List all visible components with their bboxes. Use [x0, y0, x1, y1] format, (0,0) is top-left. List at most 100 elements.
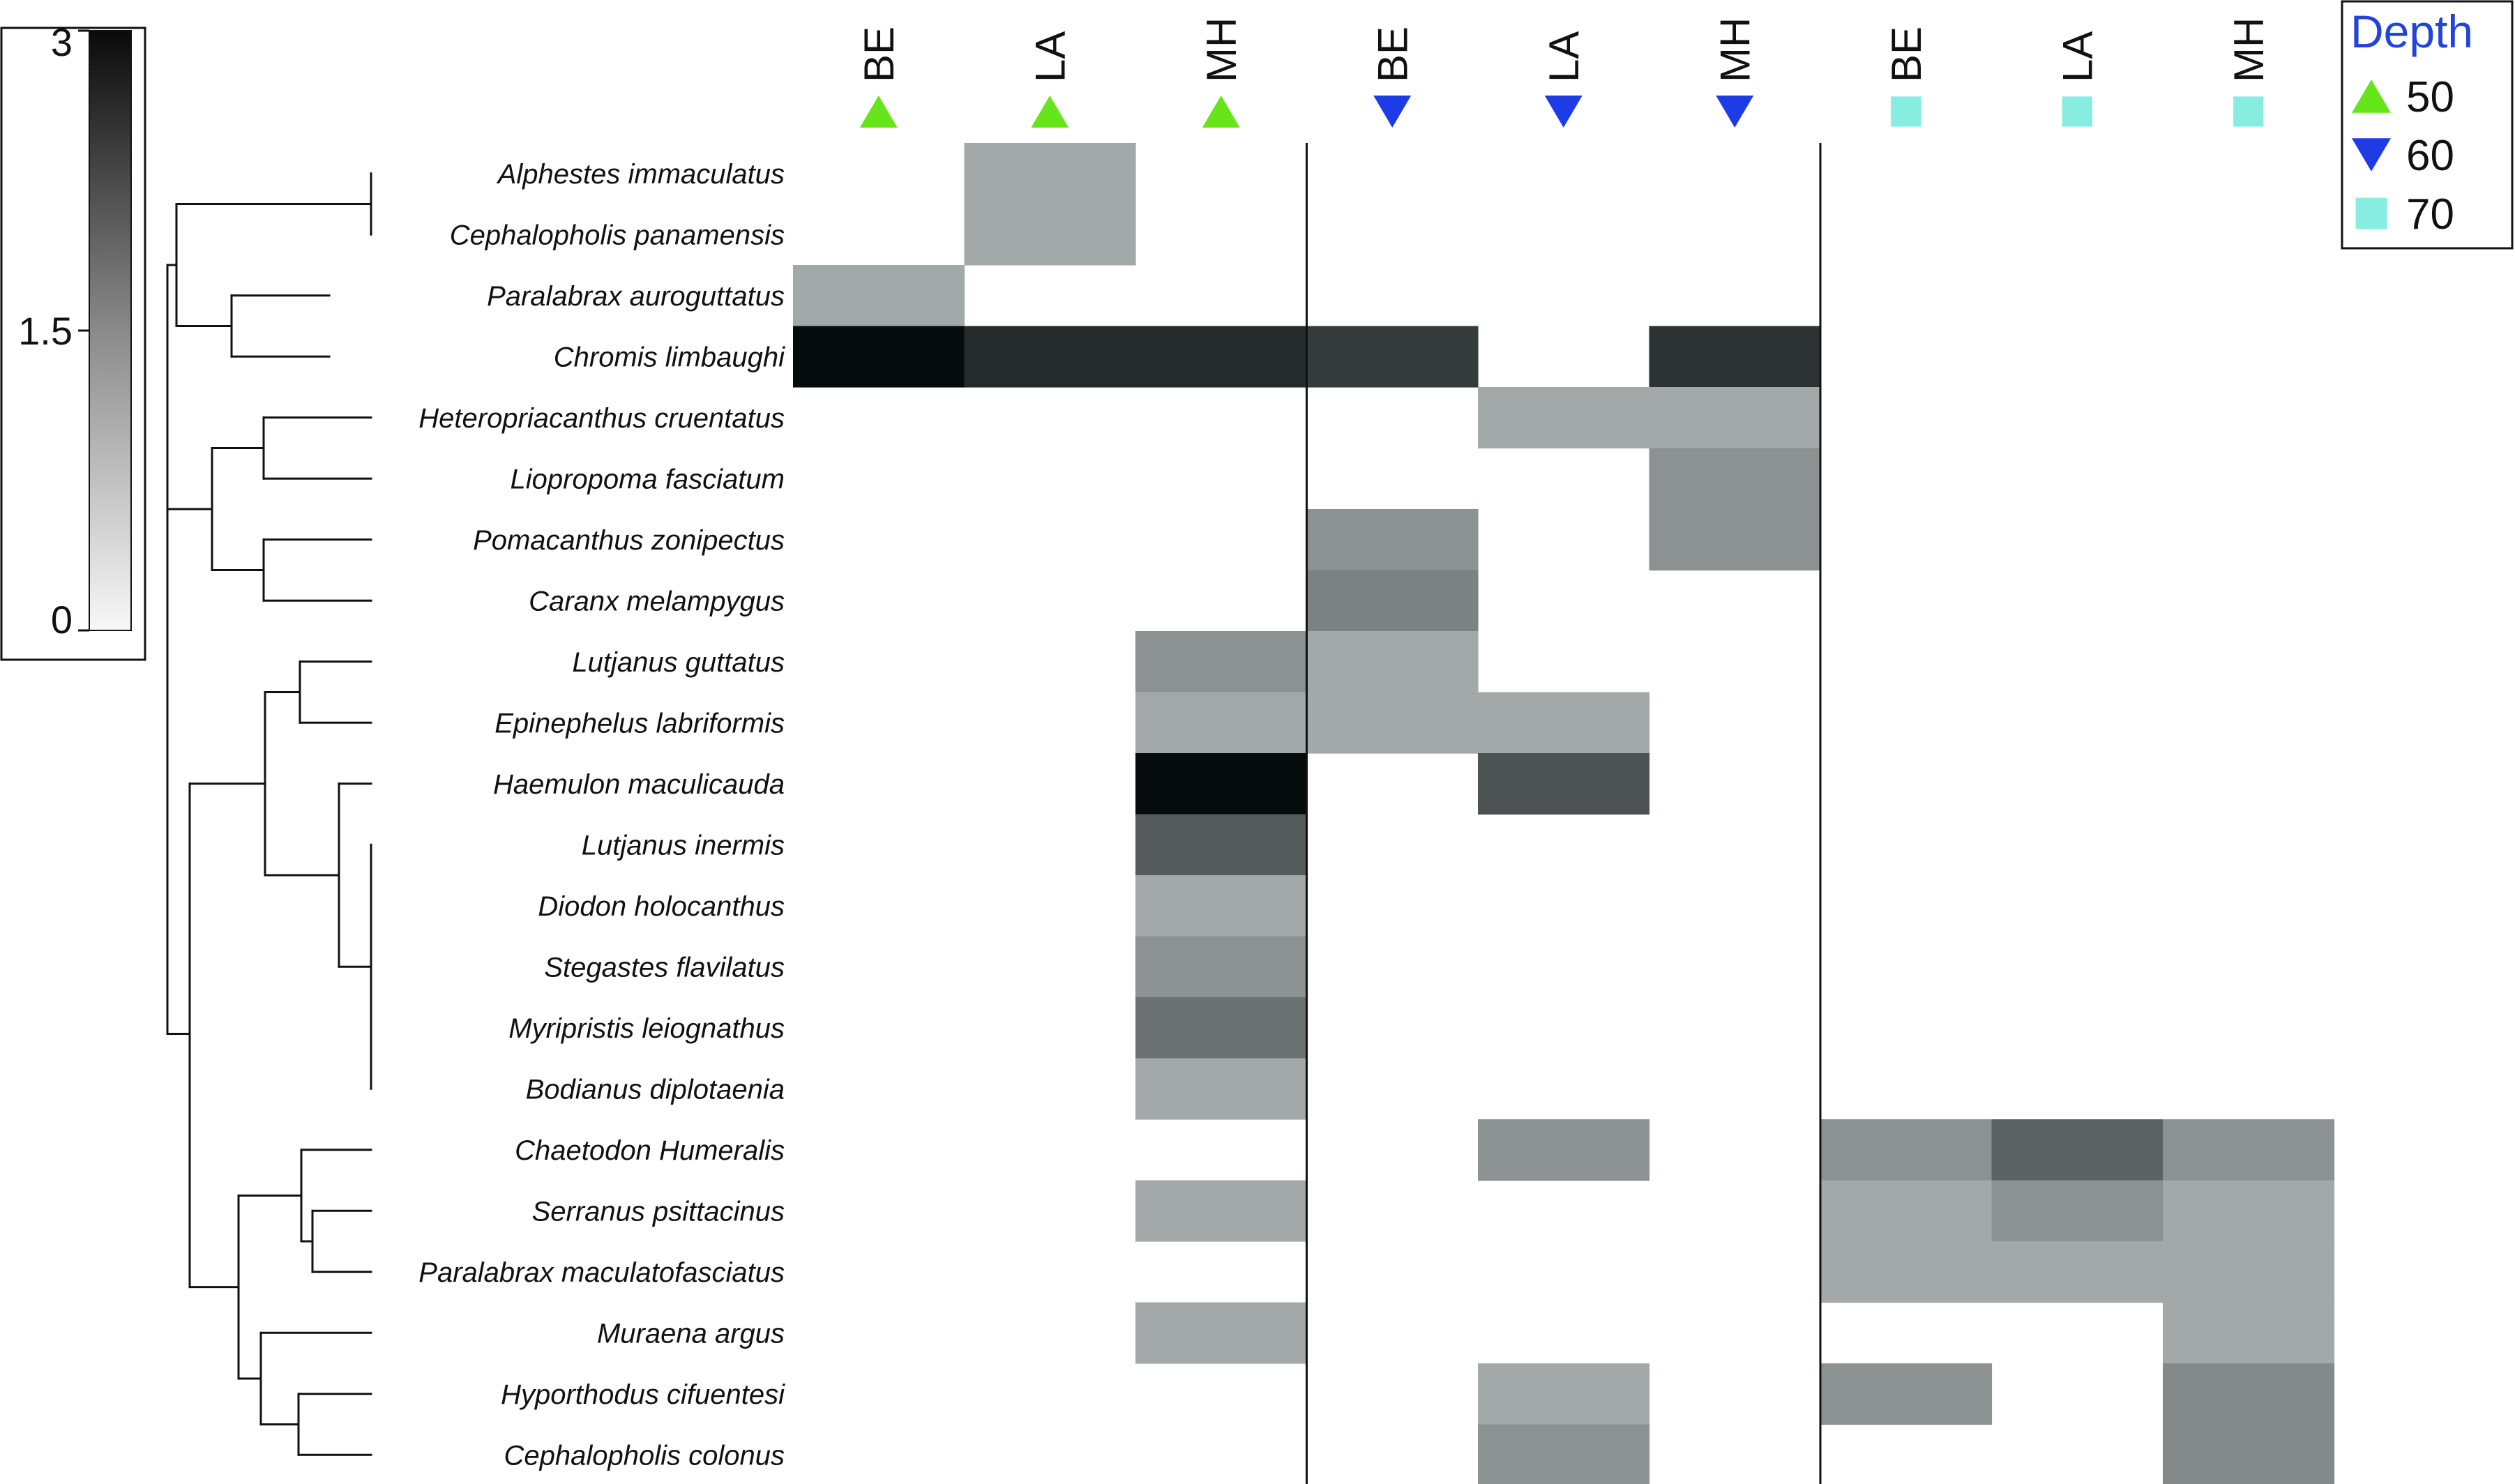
heatmap-cell: [1135, 1058, 1308, 1120]
colorbar-tick-label: 1.5: [18, 309, 73, 353]
column-labels: BE LA MH BE LA MH BE LA MH: [856, 17, 2272, 128]
heatmap-cell: [1135, 814, 1308, 876]
square-marker: [2355, 197, 2387, 229]
row-label: Bodianus diplotaenia: [526, 1074, 785, 1105]
group-dividers: [1306, 143, 1822, 1484]
heatmap-cell: [1135, 631, 1308, 693]
colorbar-frame: [0, 26, 146, 661]
row-label: Epinephelus labriformis: [494, 708, 785, 739]
legend-label: 50: [2406, 73, 2454, 121]
heatmap-cell: [1820, 1119, 1993, 1181]
column-label: LA: [2054, 31, 2101, 82]
legend-label: 70: [2406, 190, 2454, 238]
heatmap-cell: [1478, 1363, 1650, 1425]
heatmap-cell: [1306, 509, 1479, 571]
row-label: Lutjanus inermis: [582, 830, 785, 861]
heatmap-cell: [1478, 1424, 1650, 1484]
heatmap-cell: [2163, 1424, 2335, 1484]
column-label: BE: [856, 26, 902, 82]
heatmap-cell: [1135, 875, 1308, 937]
heatmap-cell: [1135, 753, 1308, 815]
heatmap-cell: [964, 326, 1136, 388]
row-label: Cephalopholis panamensis: [450, 220, 785, 250]
row-label: Diodon holocanthus: [538, 891, 785, 922]
heatmap-cell: [1135, 997, 1308, 1059]
triangle-up-marker: [1202, 96, 1240, 128]
heatmap-cell: [1649, 509, 1821, 571]
heatmap-cell: [1478, 753, 1650, 815]
row-label: Pomacanthus zonipectus: [473, 525, 785, 556]
square-marker: [2062, 96, 2092, 127]
heatmap-cell: [2163, 1119, 2335, 1181]
heatmap-cell: [1649, 387, 1821, 449]
triangle-down-marker: [1716, 96, 1754, 128]
column-label: MH: [1712, 17, 1758, 82]
colorbar-tick-label: 0: [51, 598, 73, 642]
column-label: BE: [1369, 26, 1416, 82]
colorbar: 31.50: [0, 20, 146, 661]
row-label: Stegastes flavilatus: [544, 952, 785, 983]
heatmap-cell: [2163, 1180, 2335, 1242]
heatmap-cells: [793, 143, 2335, 1484]
heatmap-cell: [1306, 631, 1479, 693]
triangle-down-marker: [1373, 96, 1412, 128]
triangle-down-marker: [2352, 138, 2391, 172]
heatmap-cell: [1478, 692, 1650, 754]
heatmap-cell: [1478, 1119, 1650, 1181]
legend-title: Depth: [2350, 6, 2473, 57]
row-label: Chaetodon Humeralis: [515, 1135, 785, 1166]
triangle-up-marker: [2352, 80, 2391, 113]
triangle-down-marker: [1544, 96, 1583, 128]
heatmap-cell: [1306, 692, 1479, 754]
column-label: BE: [1883, 26, 1930, 82]
heatmap-cell: [2163, 1302, 2335, 1364]
heatmap-cell: [964, 204, 1136, 266]
heatmap-cell: [1991, 1241, 2163, 1303]
heatmap-cell: [1135, 326, 1308, 388]
row-label: Heteropriacanthus cruentatus: [418, 403, 785, 434]
heatmap-cell: [1820, 1180, 1993, 1242]
heatmap-cell: [1306, 570, 1479, 632]
row-label: Paralabrax auroguttatus: [487, 281, 785, 312]
triangle-up-marker: [1031, 96, 1069, 128]
row-label: Caranx melampygus: [529, 586, 785, 616]
row-label: Paralabrax maculatofasciatus: [418, 1257, 785, 1288]
column-label: MH: [1198, 17, 1245, 82]
row-label: Myripristis leiognathus: [508, 1013, 785, 1044]
heatmap-cell: [793, 265, 965, 327]
heatmap-cell: [793, 326, 965, 388]
heatmap-cell: [1649, 326, 1821, 388]
heatmap-cell: [1991, 1119, 2163, 1181]
row-label: Cephalopholis colonus: [504, 1440, 785, 1471]
row-label: Alphestes immaculatus: [497, 159, 785, 190]
column-label: MH: [2226, 17, 2272, 82]
legend-label: 60: [2406, 132, 2454, 180]
row-label: Serranus psittacinus: [532, 1196, 785, 1227]
heatmap-cell: [1478, 387, 1650, 449]
heatmap-cell: [1649, 448, 1821, 510]
colorbar-tick-label: 3: [51, 20, 73, 64]
triangle-up-marker: [859, 96, 898, 128]
row-label: Hyporthodus cifuentesi: [501, 1379, 785, 1410]
square-marker: [2233, 96, 2264, 127]
dendrogram: [166, 172, 372, 1456]
heatmap-cell: [2163, 1241, 2335, 1303]
column-label: LA: [1541, 31, 1587, 82]
column-label: LA: [1027, 31, 1073, 82]
row-labels: Alphestes immaculatus Cephalopholis panam…: [418, 159, 785, 1471]
heatmap-cell: [964, 143, 1136, 205]
heatmap-cell: [1135, 1302, 1308, 1364]
square-marker: [1891, 96, 1921, 127]
heatmap-cell: [1820, 1241, 1993, 1303]
heatmap-cell: [1306, 326, 1479, 388]
row-label: Lutjanus guttatus: [572, 647, 785, 678]
colorbar-gradient: [89, 30, 132, 631]
row-label: Chromis limbaughi: [554, 342, 785, 372]
heatmap-cell: [1820, 1363, 1993, 1425]
heatmap-cell: [1991, 1180, 2163, 1242]
heatmap-cell: [2163, 1363, 2335, 1425]
row-label: Haemulon maculicauda: [493, 769, 785, 800]
row-label: Liopropoma fasciatum: [510, 464, 785, 494]
row-label: Muraena argus: [597, 1318, 785, 1349]
